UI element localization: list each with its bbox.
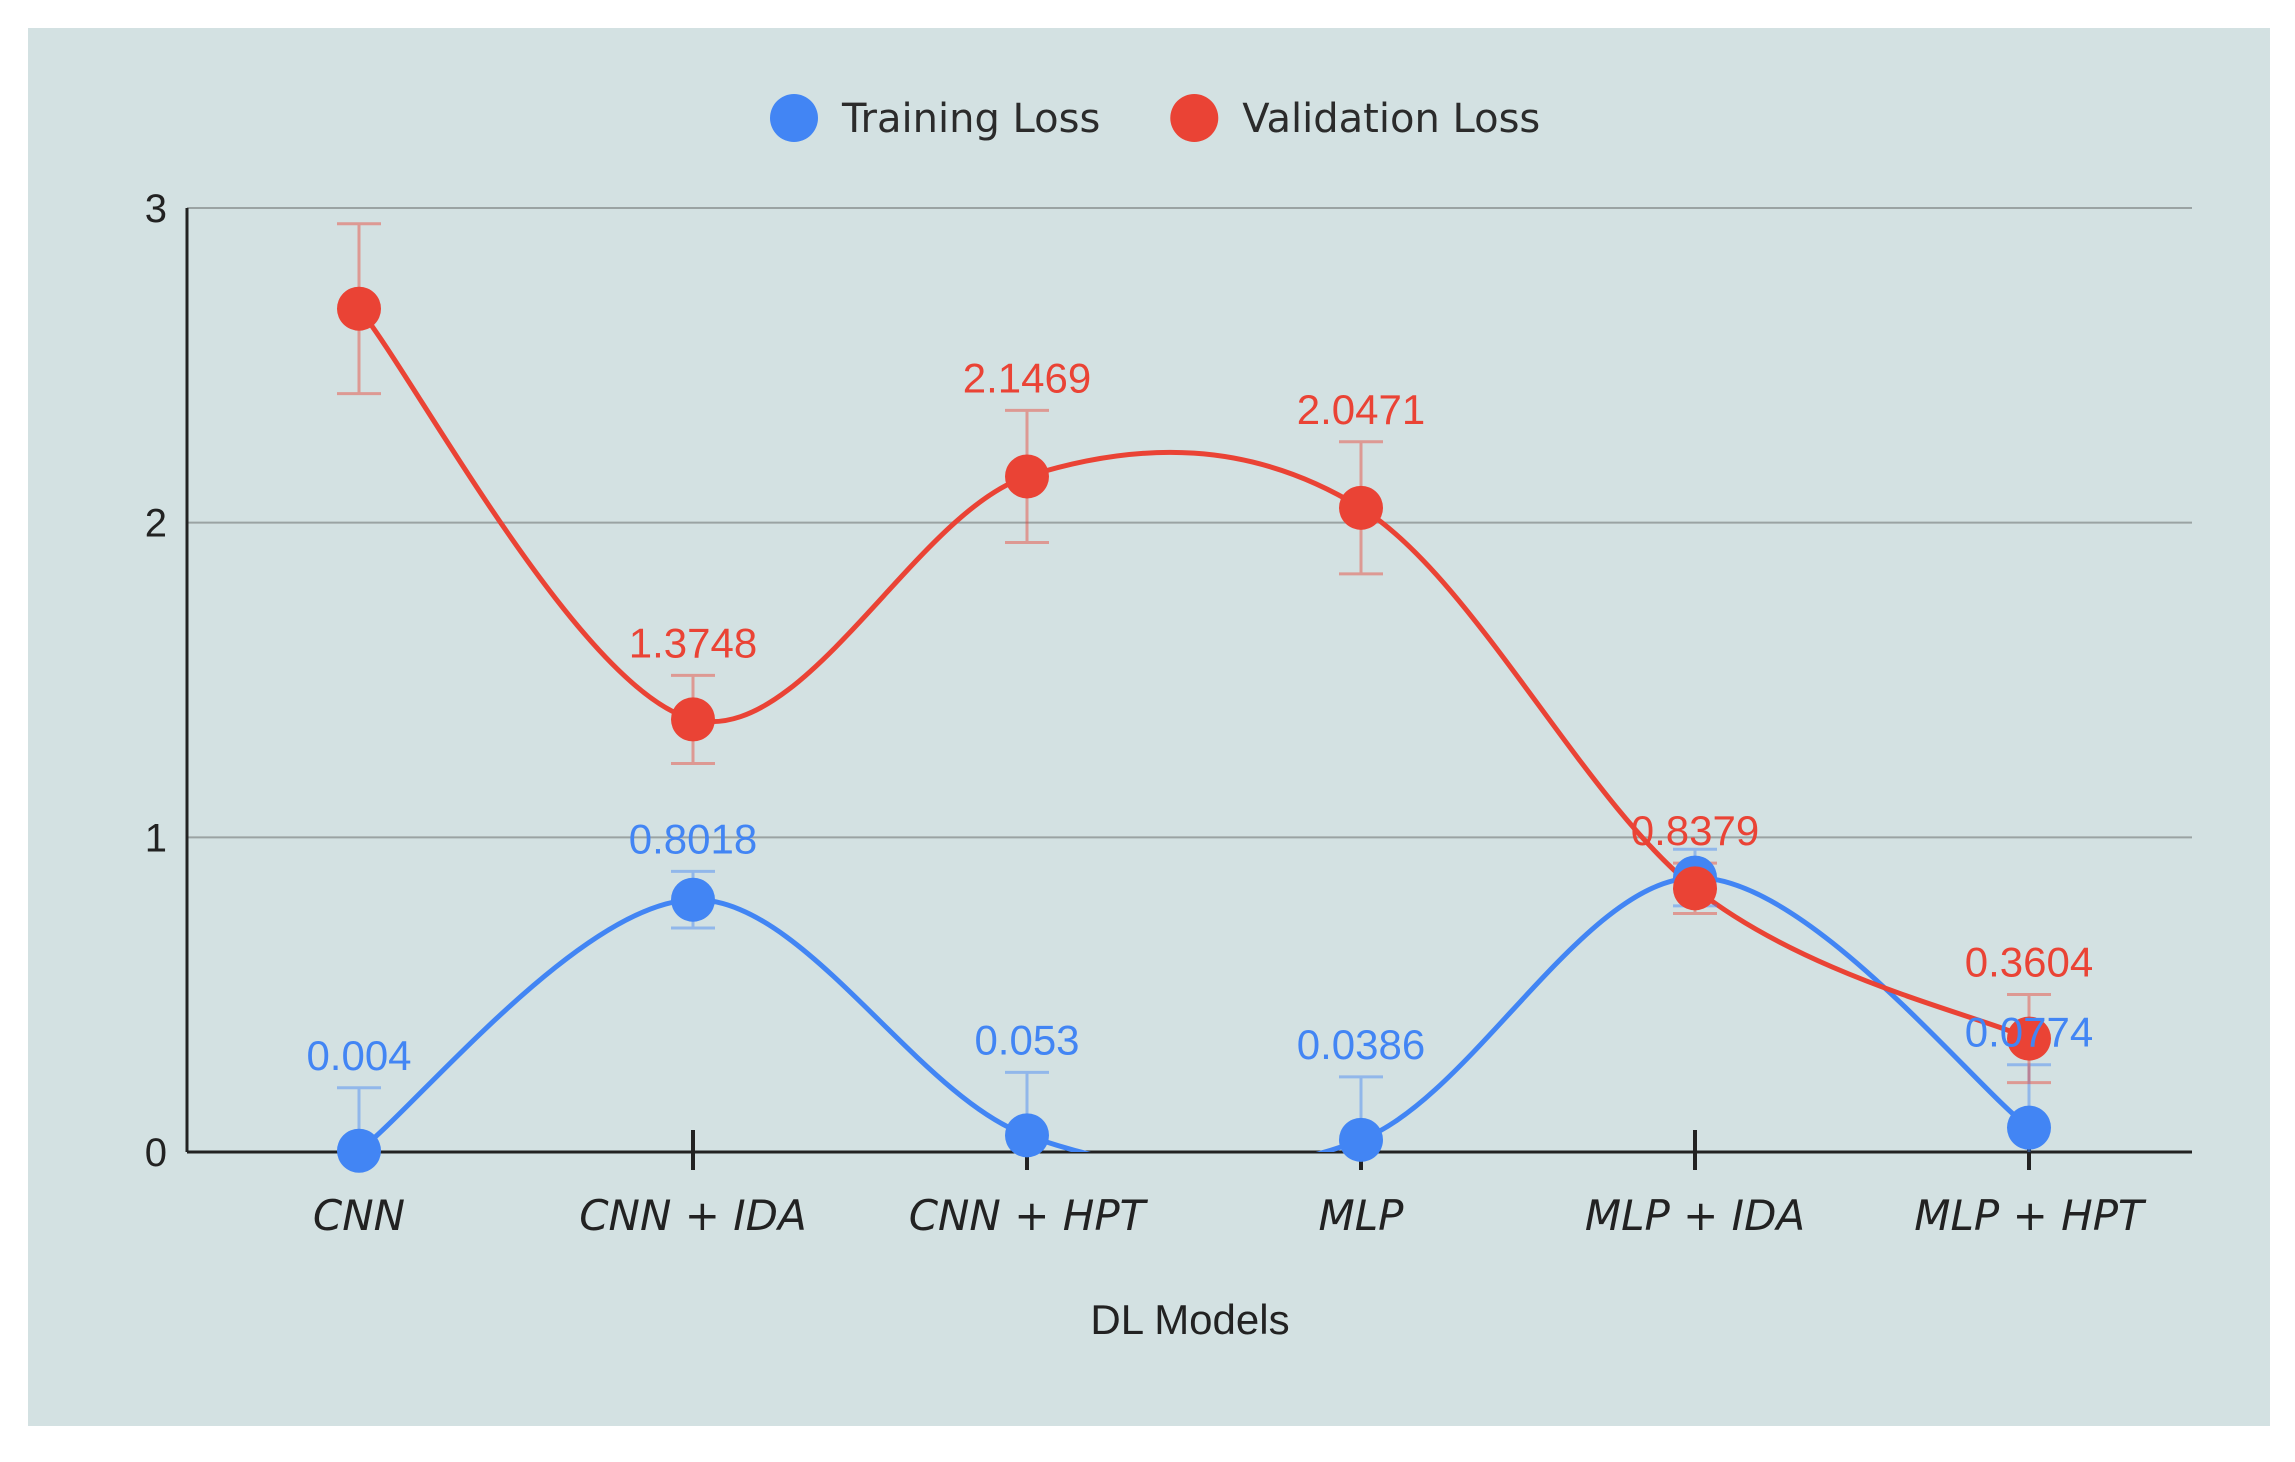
data-label-1-4: 0.8379 bbox=[1631, 807, 1759, 854]
data-label-1-5: 0.3604 bbox=[1965, 939, 2093, 986]
data-label-0-3: 0.0386 bbox=[1297, 1021, 1425, 1068]
data-point-1-4 bbox=[1673, 866, 1717, 911]
data-point-0-5 bbox=[2007, 1105, 2051, 1150]
data-label-1-3: 2.0471 bbox=[1297, 386, 1425, 433]
data-label-0-2: 0.053 bbox=[974, 1016, 1079, 1063]
legend-item-0: Training Loss bbox=[770, 94, 1100, 142]
y-tick-label-0: 0 bbox=[145, 1131, 167, 1175]
y-tick-label-3: 3 bbox=[145, 187, 167, 231]
legend-label-0: Training Loss bbox=[841, 96, 1100, 142]
gridlines bbox=[187, 207, 2192, 839]
data-point-1-2 bbox=[1005, 454, 1049, 499]
data-points bbox=[337, 286, 2051, 1173]
legend-item-1: Validation Loss bbox=[1170, 94, 1540, 142]
legend-swatch-0 bbox=[770, 94, 818, 142]
x-tick-label-5: MLP + HPT bbox=[1914, 1191, 2147, 1240]
x-tick-label-4: MLP + IDA bbox=[1585, 1191, 1805, 1240]
data-point-1-0 bbox=[337, 286, 381, 331]
series-line-0 bbox=[357, 875, 2031, 1152]
x-tick-label-2: CNN + HPT bbox=[909, 1191, 1149, 1240]
series-lines bbox=[357, 307, 2031, 1152]
data-point-1-5 bbox=[2007, 1016, 2051, 1061]
data-label-0-1: 0.8018 bbox=[629, 815, 757, 862]
y-tick-label-1: 1 bbox=[145, 816, 167, 860]
legend: Training Loss Validation Loss bbox=[770, 94, 1540, 142]
data-point-1-3 bbox=[1339, 485, 1383, 530]
data-label-0-5: 0.0774 bbox=[1965, 1009, 2093, 1056]
y-tick-label-2: 2 bbox=[145, 502, 167, 546]
data-point-0-1 bbox=[671, 877, 715, 922]
data-label-1-2: 2.1469 bbox=[963, 354, 1091, 401]
x-axis-title: DL Models bbox=[1090, 1296, 1289, 1343]
data-labels: 0.004 0.8018 0.053 0.0386 0.0774 1.3748 2.1469… bbox=[306, 354, 2093, 1078]
data-label-1-1: 1.3748 bbox=[629, 619, 757, 666]
chart-card: 0 1 2 3 CNN CNN + IDA CNN + HPT MLP MLP + IDA MLP… bbox=[28, 28, 2270, 1426]
data-point-0-0 bbox=[337, 1128, 381, 1173]
line-chart: 0 1 2 3 CNN CNN + IDA CNN + HPT MLP MLP + IDA MLP… bbox=[145, 94, 2192, 1343]
data-point-0-3 bbox=[1339, 1117, 1383, 1162]
legend-swatch-1 bbox=[1170, 94, 1219, 142]
x-tick-label-1: CNN + IDA bbox=[579, 1191, 807, 1240]
series-line-1 bbox=[357, 307, 2031, 1041]
axes: 0 1 2 3 CNN CNN + IDA CNN + HPT MLP MLP + IDA MLP… bbox=[145, 187, 2192, 1240]
legend-label-1: Validation Loss bbox=[1242, 96, 1540, 142]
data-point-1-1 bbox=[671, 697, 715, 742]
data-point-0-2 bbox=[1005, 1113, 1049, 1158]
x-tick-label-0: CNN bbox=[313, 1191, 405, 1240]
error-bars bbox=[337, 222, 2051, 1152]
data-label-0-0: 0.004 bbox=[306, 1032, 411, 1079]
x-tick-label-3: MLP bbox=[1319, 1191, 1405, 1240]
